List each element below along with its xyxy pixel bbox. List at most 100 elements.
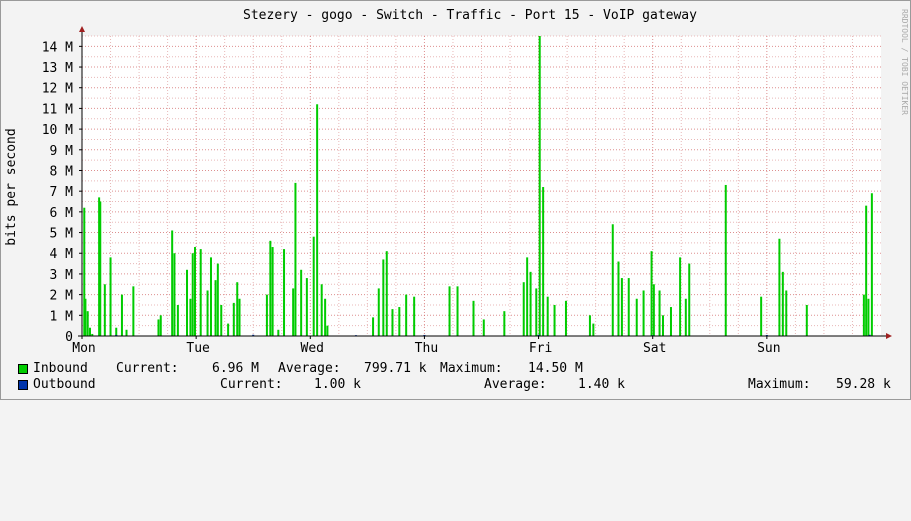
data-point-inbound [265,294,268,336]
data-point-inbound [300,269,303,336]
y-tick-label: 6 M [50,206,74,221]
x-tick-label: Wed [301,341,324,356]
data-point-inbound [125,329,128,336]
data-point-inbound [456,286,459,336]
data-point-inbound [305,278,308,336]
data-point-inbound [529,271,532,336]
y-tick-label: 14 M [42,40,73,55]
legend-outbound-average-label: Average: [484,377,547,392]
data-point-inbound [271,247,274,336]
data-point-inbound [781,271,784,336]
data-point-outbound [868,334,871,336]
data-point-inbound [132,286,135,336]
data-point-inbound [377,288,380,336]
data-point-inbound [669,307,672,336]
legend-outbound-current-value: 1.00 k [314,377,361,392]
data-point-inbound [324,298,327,336]
data-point-inbound [588,315,591,336]
data-point-inbound [232,302,235,336]
data-point-inbound [620,278,623,336]
legend-inbound-current-value: 6.96 M [212,361,259,376]
rrdtool-watermark: RRDTOOL / TOBI OETIKER [900,9,909,115]
y-tick-label: 11 M [42,102,73,117]
data-point-inbound [157,319,160,336]
data-point-inbound [553,304,556,336]
data-point-outbound [252,334,255,336]
data-point-inbound [277,329,280,336]
data-point-inbound [372,317,375,336]
tick-labels: 0 1 M 2 M 3 M 4 M 5 M 6 M 7 M 8 M 9 M 10 M 11 M 12 M… [42,40,781,356]
data-point-inbound [99,201,102,336]
data-point-inbound [526,257,529,336]
data-point-outbound [115,334,118,336]
data-point-inbound [98,197,101,336]
data-point-inbound [86,311,89,336]
data-point-inbound [661,315,664,336]
legend-row-inbound: Inbound Current: 6.96 M Average: 799.71 … [0,361,911,377]
data-point-inbound [115,327,118,336]
legend-inbound-maximum-label: Maximum: [440,361,503,376]
data-point-inbound [326,325,329,336]
data-point-inbound [679,257,682,336]
legend-outbound-maximum-label: Maximum: [748,377,811,392]
legend-row-outbound: Outbound Current: 1.00 k Average: 1.40 k… [0,377,911,393]
legend-inbound-name: Inbound [33,361,88,376]
data-point-inbound [688,263,691,336]
chart-title: Stezery - gogo - Switch - Traffic - Port… [243,8,697,23]
data-point-inbound [391,309,394,336]
data-point-inbound [84,298,87,336]
legend-inbound-average-label: Average: [278,361,341,376]
data-point-inbound [269,240,272,336]
data-point-inbound [109,257,112,336]
legend-outbound-maximum-value: 59.28 k [836,377,891,392]
legend-inbound-average-value: 799.71 k [364,361,427,376]
data-point-inbound [191,253,194,336]
data-point-inbound [635,298,638,336]
data-point-inbound [760,296,763,336]
data-point-inbound [385,251,388,336]
data-point-inbound [83,207,86,336]
y-tick-label: 1 M [50,309,74,324]
y-tick-label: 7 M [50,185,74,200]
data-point-inbound [535,288,538,336]
traffic-chart: Stezery - gogo - Switch - Traffic - Port… [4,8,909,356]
data-point-inbound [867,298,870,336]
data-point-inbound [617,261,620,336]
data-point-inbound [482,319,485,336]
x-tick-label: Sat [643,341,666,356]
data-point-inbound [176,304,179,336]
data-point-inbound [292,288,295,336]
data-point-inbound [405,294,408,336]
data-point-inbound [398,307,401,336]
data-point-inbound [865,205,868,336]
data-point-inbound [120,294,123,336]
legend-outbound-current-label: Current: [220,377,283,392]
data-point-inbound [216,263,219,336]
data-point-inbound [652,284,655,336]
legend-inbound-maximum-value: 14.50 M [528,361,583,376]
data-point-inbound [472,300,475,336]
data-point-outbound [423,334,426,336]
data-point-inbound [592,323,595,336]
data-point-inbound [650,251,653,336]
y-tick-label: 4 M [50,247,74,262]
data-point-inbound [316,104,319,336]
y-axis-label: bits per second [4,128,19,245]
data-point-inbound [186,269,189,336]
legend-outbound-name: Outbound [33,377,96,392]
data-point-inbound [194,247,197,336]
data-point-inbound [862,294,865,336]
data-point-inbound [413,296,416,336]
data-point-inbound [236,282,239,336]
series-inbound [83,36,873,336]
data-point-inbound [785,290,788,336]
grid [81,35,881,336]
data-point-inbound [283,249,286,336]
data-point-outbound [537,334,540,336]
y-tick-label: 5 M [50,227,74,242]
data-point-inbound [189,298,192,336]
data-point-inbound [206,290,209,336]
data-point-inbound [199,249,202,336]
x-tick-label: Mon [72,341,95,356]
data-point-inbound [627,278,630,336]
